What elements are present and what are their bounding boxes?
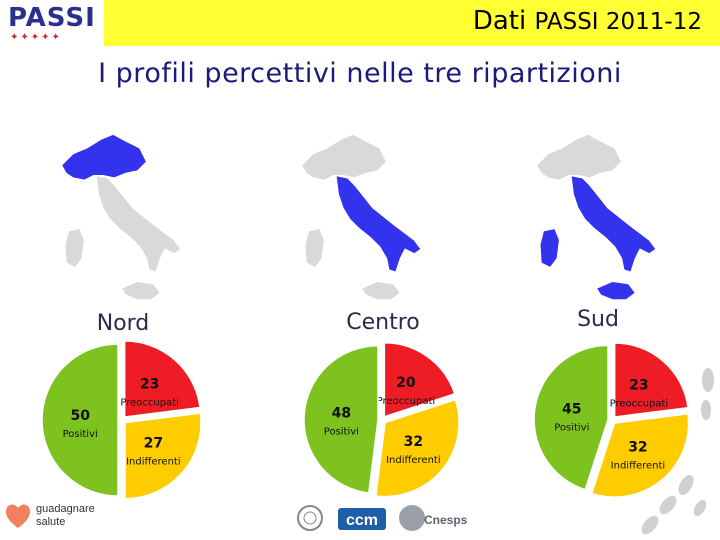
region-label-nord: Nord <box>97 311 150 336</box>
pie-slice-positivi <box>41 343 119 497</box>
cnesps-logo: Cnesps <box>399 505 468 531</box>
map-region-highlighted <box>335 174 422 273</box>
maps-row <box>60 133 657 301</box>
guadagnare-salute-logo: guadagnare salute <box>6 503 95 528</box>
logo-figures-icon: ✦✦✦✦✦ <box>10 32 62 43</box>
pie-slice-indifferenti <box>124 412 202 500</box>
header-bar <box>0 0 720 46</box>
pie-value-label: 45 <box>562 402 581 418</box>
pie-value-label: 48 <box>332 405 351 421</box>
pie-value-label: 23 <box>629 377 648 393</box>
page-title: I profili percettivi nelle tre ripartizi… <box>98 58 622 89</box>
map-region <box>304 227 326 269</box>
pie-category-label: Positivi <box>63 429 98 440</box>
map-region <box>95 174 182 273</box>
region-label-sud: Sud <box>577 307 619 332</box>
pie-category-label: Positivi <box>554 423 589 434</box>
pie-category-label: Indifferenti <box>126 457 181 468</box>
pie-category-label: Preoccupati <box>610 398 669 409</box>
header-title-main: Dati <box>472 6 527 36</box>
pie-chart-sud: 23 Preoccupati 32 Indifferenti 45 Positivi <box>533 342 690 498</box>
italy-map-centro <box>300 133 422 301</box>
pie-slice-indifferenti <box>590 412 690 498</box>
header-title-years: PASSI 2011-12 <box>534 9 702 35</box>
pie-slice-positivi <box>303 344 379 495</box>
map-region <box>360 280 402 301</box>
pie-value-label: 32 <box>628 439 647 455</box>
header-title: Dati PASSI 2011-12 <box>473 6 702 36</box>
map-region <box>64 227 86 269</box>
map-region <box>300 133 388 181</box>
decorative-figures-icon <box>641 368 714 535</box>
pie-slice-positivi <box>533 344 609 491</box>
passi-logo: PASSI ✦✦✦✦✦ <box>0 0 104 46</box>
pies-row: 23 Preoccupati 27 Indifferenti 50 Positivi 20 P… <box>41 340 690 500</box>
pie-category-label: Indifferenti <box>611 460 666 471</box>
pie-category-label: Indifferenti <box>386 455 441 466</box>
pie-chart-nord: 23 Preoccupati 27 Indifferenti 50 Positivi <box>41 340 202 500</box>
pie-slice-indifferenti <box>374 398 460 498</box>
pie-category-label: Preoccupati <box>377 396 436 407</box>
ccm-text: ccm <box>346 512 378 529</box>
map-region <box>120 280 162 301</box>
pie-value-label: 23 <box>140 377 159 393</box>
guadagnare-line1: guadagnare <box>36 503 95 515</box>
ccm-logo: ccm <box>338 508 386 530</box>
italy-map-sud <box>535 133 657 301</box>
pie-slice-preoccupati <box>613 342 689 418</box>
pie-category-label: Preoccupati <box>120 398 179 409</box>
pie-slice-preoccupati <box>383 342 456 418</box>
pie-value-label: 32 <box>404 434 423 450</box>
pie-category-label: Positivi <box>324 426 359 437</box>
map-region-highlighted <box>570 174 657 273</box>
pie-chart-centro: 20 Preoccupati 32 Indifferenti 48 Positivi <box>303 342 460 498</box>
cnesps-text: Cnesps <box>424 513 468 527</box>
guadagnare-line2: salute <box>36 516 65 528</box>
map-region-highlighted <box>539 227 561 269</box>
region-label-centro: Centro <box>346 310 420 335</box>
pie-slice-preoccupati <box>123 340 201 418</box>
map-region-highlighted <box>595 280 637 301</box>
map-region-highlighted <box>60 133 148 181</box>
logo-text: PASSI <box>8 3 96 33</box>
pie-value-label: 50 <box>70 408 90 424</box>
italy-map-nord <box>60 133 182 301</box>
iss-seal-logo <box>297 505 323 531</box>
map-region <box>535 133 623 181</box>
pie-value-label: 27 <box>144 436 163 452</box>
pie-value-label: 20 <box>396 375 416 391</box>
